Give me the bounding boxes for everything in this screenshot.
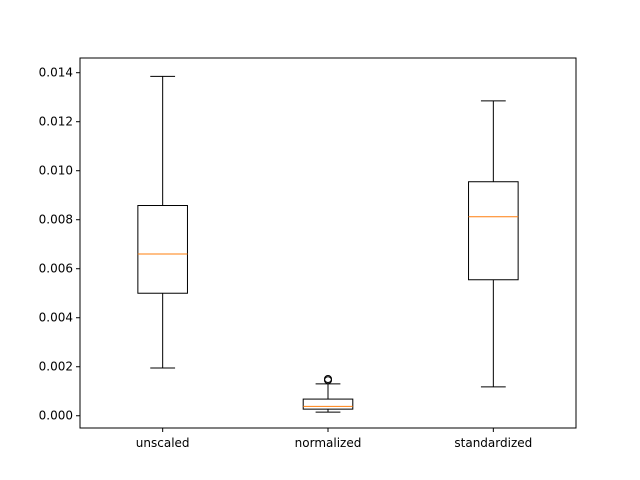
iqr-box xyxy=(302,398,354,410)
x-tick-label-standardized: standardized xyxy=(454,436,532,450)
plot-frame xyxy=(79,57,577,429)
x-tick-label-normalized: normalized xyxy=(295,436,362,450)
y-tick-label: 0.012 xyxy=(39,115,73,129)
x-tick-label-unscaled: unscaled xyxy=(136,436,190,450)
box-unscaled xyxy=(137,75,188,369)
outlier-point xyxy=(324,374,332,383)
iqr-box xyxy=(137,205,188,294)
y-tick-label: 0.008 xyxy=(39,213,73,227)
y-tick-label: 0.010 xyxy=(39,164,73,178)
boxes-layer xyxy=(137,75,519,413)
box-normalized xyxy=(302,374,354,413)
y-tick-label: 0.000 xyxy=(39,409,73,423)
y-tick-label: 0.014 xyxy=(39,66,73,80)
x-axis: unscaled normalized standardized xyxy=(136,428,532,450)
iqr-box xyxy=(468,181,519,281)
y-tick-label: 0.002 xyxy=(39,360,73,374)
y-tick-label: 0.006 xyxy=(39,262,73,276)
box-standardized xyxy=(468,100,519,388)
y-axis: 0.000 0.002 0.004 0.006 0.008 0.010 0.012 0.014 xyxy=(39,66,80,423)
y-tick-label: 0.004 xyxy=(39,311,73,325)
